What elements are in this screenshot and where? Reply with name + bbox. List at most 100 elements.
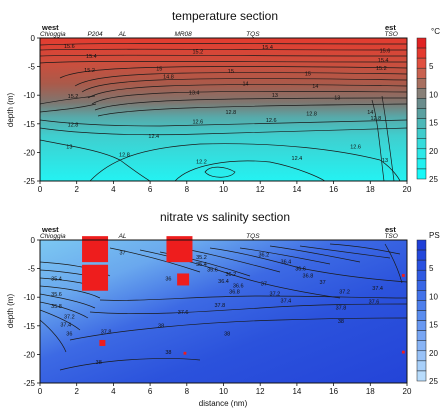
bot-y-tick-label-4: -20 bbox=[23, 350, 35, 359]
bot-y-tick-label-1: -5 bbox=[28, 265, 36, 274]
top-contour-label-5: 15.6 bbox=[380, 48, 391, 54]
bot-contour-label-16: 37.2 bbox=[270, 292, 281, 298]
top-station-2: AL bbox=[118, 31, 127, 38]
bot-y-tick-label-5: -25 bbox=[23, 379, 35, 388]
bottom-west-label: west bbox=[41, 225, 59, 234]
bot-contour-label-17: 37.4 bbox=[281, 298, 292, 304]
top-contour-label-24: 12.8 bbox=[119, 152, 130, 158]
bot-colorbar-tick-3: 20 bbox=[429, 349, 438, 358]
top-y-tick-label-0: 0 bbox=[31, 34, 36, 43]
top-west-label: west bbox=[41, 23, 59, 32]
top-chart-title: temperature section bbox=[172, 9, 278, 23]
top-contour-label-25: 12.4 bbox=[148, 134, 159, 140]
top-contour-label-12: 14 bbox=[242, 82, 248, 88]
top-contour-label-7: 15.2 bbox=[376, 66, 387, 72]
top-contour-label-1: 15.4 bbox=[86, 54, 97, 60]
top-y-axis-label: depth (m) bbox=[6, 93, 15, 128]
top-x-tick-label-9: 18 bbox=[366, 185, 375, 194]
top-contour-label-21: 12.6 bbox=[266, 118, 277, 124]
top-colorbar-swatch-0 bbox=[416, 37, 427, 49]
top-x-tick-label-6: 12 bbox=[256, 185, 265, 194]
bot-colorbar-swatch-13 bbox=[416, 370, 427, 382]
bot-x-tick-label-8: 16 bbox=[329, 387, 338, 396]
top-colorbar-swatch-3 bbox=[416, 67, 427, 79]
top-station-1: P204 bbox=[87, 31, 103, 38]
bot-contour-label-0: 35.4 bbox=[51, 277, 62, 283]
bot-colorbar-tick-2: 15 bbox=[429, 321, 438, 330]
top-station-labels: Chioggia P204 AL MR08 TQS TSO bbox=[40, 31, 398, 38]
bot-station-2: TQS bbox=[246, 233, 260, 240]
bot-x-tick-label-9: 18 bbox=[366, 387, 375, 396]
top-colorbar-unit: °C bbox=[431, 27, 440, 36]
bot-colorbar-swatch-3 bbox=[416, 269, 427, 281]
top-contour-label-16: 13 bbox=[334, 95, 340, 101]
top-x-tick-label-7: 14 bbox=[292, 185, 301, 194]
top-colorbar-tick-1: 10 bbox=[429, 90, 438, 99]
top-contour-label-10: 15 bbox=[305, 71, 311, 77]
bot-contour-label-31: 38 bbox=[165, 350, 171, 356]
top-x-tick-label-4: 8 bbox=[185, 185, 190, 194]
top-x-tick-label-5: 10 bbox=[219, 185, 228, 194]
nitrate-marker-7 bbox=[401, 350, 405, 354]
top-contour-label-8: 15 bbox=[156, 67, 162, 73]
top-contour-label-18: 12.8 bbox=[225, 110, 236, 116]
top-station-5: TSO bbox=[384, 31, 397, 38]
nitrate-marker-5 bbox=[183, 351, 187, 355]
bottom-colorbar-unit: PS bbox=[429, 231, 440, 240]
bot-colorbar-swatch-11 bbox=[416, 350, 427, 362]
top-contour-lines bbox=[40, 42, 407, 181]
top-colorbar-swatch-2 bbox=[416, 57, 427, 69]
bot-colorbar-swatch-5 bbox=[416, 290, 427, 301]
top-x-tick-label-0: 0 bbox=[38, 185, 43, 194]
top-colorbar-swatch-7 bbox=[416, 108, 427, 119]
bot-contour-label-3: 37.2 bbox=[64, 314, 75, 320]
bot-contour-label-30: 38 bbox=[338, 319, 344, 325]
nitrate-marker-6 bbox=[401, 274, 405, 277]
bot-station-0: Chioggia bbox=[40, 233, 66, 240]
top-contour-labels: 15.615.415.215.215.415.615.415.215 15 1514… bbox=[64, 44, 391, 166]
top-contour-label-6: 15.4 bbox=[378, 58, 389, 64]
top-colorbar-swatch-12 bbox=[416, 158, 427, 170]
top-contour-label-22: 12.8 bbox=[68, 123, 79, 129]
bot-y-tick-label-3: -15 bbox=[23, 322, 35, 331]
bot-contour-label-11: 36.2 bbox=[225, 272, 236, 278]
bot-x-tick-label-4: 8 bbox=[185, 387, 190, 396]
top-contour-label-11: 14.8 bbox=[163, 75, 174, 81]
bottom-axes: 0 2 4 6 8 10 12 14 16 18 20 0 -5 -10 -15 -20 -25 bbox=[23, 236, 412, 396]
bot-contour-label-24: 37.4 bbox=[372, 286, 383, 292]
bot-contour-label-20: 36.6 bbox=[295, 266, 306, 272]
top-contour-label-17: 15.2 bbox=[68, 94, 79, 100]
top-y-tick-label-4: -20 bbox=[23, 148, 35, 157]
bot-station-1: AL bbox=[118, 233, 127, 240]
bot-contour-label-6: 37 bbox=[120, 250, 126, 256]
top-colorbar-swatch-4 bbox=[416, 78, 427, 89]
top-colorbar: 5 10 15 20 25 bbox=[416, 37, 438, 184]
top-x-tick-label-3: 6 bbox=[148, 185, 153, 194]
top-y-tick-label-1: -5 bbox=[28, 63, 36, 72]
bottom-station-labels: Chioggia AL TQS TSO bbox=[40, 233, 398, 240]
bot-y-tick-label-2: -10 bbox=[23, 293, 35, 302]
bot-colorbar-tick-0: 5 bbox=[429, 264, 434, 273]
bot-contour-label-2: 35.8 bbox=[51, 304, 62, 310]
bot-contour-label-25: 37.6 bbox=[369, 300, 380, 306]
top-contour-label-3: 15.2 bbox=[192, 50, 203, 56]
bottom-colorbar: 5 10 15 20 25 bbox=[416, 239, 438, 386]
bot-contour-label-13: 36.6 bbox=[233, 284, 244, 290]
top-station-4: TQS bbox=[246, 31, 260, 38]
top-contour-label-2: 15.2 bbox=[84, 68, 95, 74]
top-colorbar-tick-0: 5 bbox=[429, 62, 434, 71]
top-colorbar-swatch-11 bbox=[416, 148, 427, 160]
bot-colorbar-swatch-10 bbox=[416, 340, 427, 352]
top-colorbar-swatch-8 bbox=[416, 118, 427, 129]
bot-contour-label-26: 37.8 bbox=[214, 303, 225, 309]
nitrate-marker-3 bbox=[177, 273, 190, 286]
top-y-tick-label-2: -10 bbox=[23, 91, 35, 100]
bot-colorbar-swatch-8 bbox=[416, 320, 427, 331]
bot-x-tick-label-5: 10 bbox=[219, 387, 228, 396]
bot-x-tick-label-10: 20 bbox=[403, 387, 412, 396]
bot-contour-label-7: 35.2 bbox=[196, 255, 207, 261]
bot-colorbar-swatch-0 bbox=[416, 239, 427, 251]
bot-x-tick-label-2: 4 bbox=[111, 387, 116, 396]
bot-contour-label-22: 37 bbox=[320, 280, 326, 286]
